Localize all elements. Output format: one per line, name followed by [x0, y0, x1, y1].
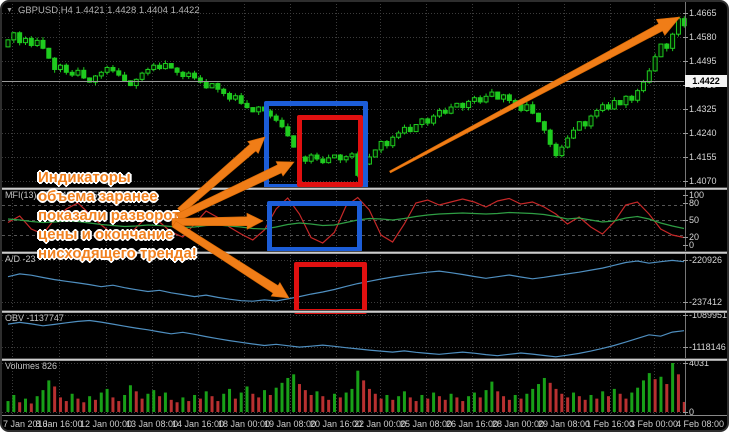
scale-tick-label: 1.4580	[689, 32, 717, 42]
annotation-line: объема заранее	[38, 188, 158, 205]
scale-tick-label: 1.4665	[689, 8, 717, 18]
current-price-tag: 1.4422	[685, 75, 727, 87]
scale-tick-mark	[683, 315, 688, 316]
scale-tick-label: -220926	[689, 255, 723, 265]
scale-tick-label: 1.4155	[689, 152, 717, 162]
scale-tick-mark	[683, 237, 688, 238]
obv-line	[7, 319, 685, 358]
ad-red-box	[294, 262, 367, 314]
volumes-indicator-label: Volumes 826	[5, 361, 58, 371]
time-tick-label: 4 Feb 08:00	[675, 419, 725, 429]
mfi13-line	[7, 211, 685, 230]
annotation-line: нисходящего тренда!	[38, 245, 197, 262]
time-tick-label: 26 Jan 16:00	[445, 419, 499, 429]
panel-separator[interactable]	[2, 358, 727, 361]
scale-tick-mark	[683, 220, 688, 221]
annotation-line: показали разворот	[38, 207, 180, 224]
annotation-text: Индикаторы объема заранее показали разво…	[38, 168, 197, 263]
time-tick-label: 22 Jan 00:00	[353, 419, 407, 429]
time-tick-label: 14 Jan 16:00	[171, 419, 225, 429]
mfi-indicator-label: MFI(13) 32.5549 MFI(5) 14.6368	[5, 190, 136, 200]
time-tick-label: 25 Jan 08:00	[399, 419, 453, 429]
scale-tick-mark	[683, 37, 688, 38]
annotation-line: цены и окончание	[38, 226, 174, 243]
scale-tick-mark	[683, 203, 688, 204]
scale-tick-label: -237412	[689, 297, 723, 307]
time-tick-label: 8 Jan 16:00	[35, 419, 83, 429]
panel-separator[interactable]	[2, 310, 727, 313]
panel-separator[interactable]	[2, 187, 727, 190]
scale-tick-mark	[683, 260, 688, 261]
scale-tick-label: 80	[689, 198, 700, 208]
scale-tick-mark	[683, 245, 688, 246]
scale-tick-label: 1.4240	[689, 128, 717, 138]
scale-tick-label: 50	[689, 215, 700, 225]
scale-tick-mark	[683, 363, 688, 364]
scale-tick-mark	[683, 61, 688, 62]
scale-tick-mark	[683, 109, 688, 110]
scale-tick-label: 4031	[689, 358, 710, 368]
symbol-dropdown-icon[interactable]: ▼	[6, 7, 13, 14]
ad-line	[7, 259, 685, 302]
scale-tick-label: 100	[689, 190, 705, 200]
obv-indicator-label: OBV -1137747	[5, 313, 64, 323]
scale-tick-label: -1089951	[689, 310, 728, 320]
annotation-line: Индикаторы	[38, 169, 131, 186]
scale-tick-label: 1.4070	[689, 176, 717, 186]
time-tick-label: 19 Jan 08:00	[263, 419, 317, 429]
ad-indicator-label: A/D -23	[5, 254, 36, 264]
scale-tick-mark	[683, 157, 688, 158]
time-tick-label: 12 Jan 00:00	[79, 419, 133, 429]
time-tick-label: 1 Feb 16:00	[585, 419, 635, 429]
scale-tick-label: 20	[689, 232, 700, 242]
time-tick-label: 3 Feb 00:00	[629, 419, 679, 429]
scale-tick-mark	[683, 412, 688, 413]
time-tick-label: 20 Jan 16:00	[309, 419, 363, 429]
scale-tick-label: 0	[689, 407, 695, 417]
price-red-box	[297, 115, 363, 187]
mfi5-line	[7, 196, 685, 244]
time-tick-label: 18 Jan 00:00	[217, 419, 271, 429]
scale-tick-mark	[683, 195, 688, 196]
time-axis[interactable]: 7 Jan 2016 8 Jan 16:00 12 Jan 00:00 13 Jan …	[2, 415, 727, 430]
volume-bars	[6, 363, 686, 412]
scale-border-line	[685, 2, 686, 415]
scale-tick-mark	[683, 347, 688, 348]
scale-tick-label: 1.4495	[689, 56, 717, 66]
time-tick-label: 7 Jan 2016	[3, 419, 48, 429]
time-tick-label: 28 Jan 00:00	[491, 419, 545, 429]
scale-tick-mark	[683, 302, 688, 303]
scale-tick-label: -1118146	[689, 342, 726, 352]
time-tick-label: 13 Jan 08:00	[125, 419, 179, 429]
scale-tick-mark	[683, 13, 688, 14]
mfi-blue-box	[267, 201, 362, 252]
scale-tick-label: 0	[689, 240, 695, 250]
time-tick-label: 29 Jan 08:00	[537, 419, 591, 429]
scale-tick-mark	[683, 133, 688, 134]
panel-separator[interactable]	[2, 251, 727, 254]
chart-title: GBPUSD,H4 1.4421 1.4428 1.4404 1.4422	[17, 5, 200, 16]
chart-title-row: ▼ GBPUSD,H4 1.4421 1.4428 1.4404 1.4422	[6, 5, 200, 16]
scale-tick-label: 1.4325	[689, 104, 717, 114]
scale-tick-mark	[683, 181, 688, 182]
